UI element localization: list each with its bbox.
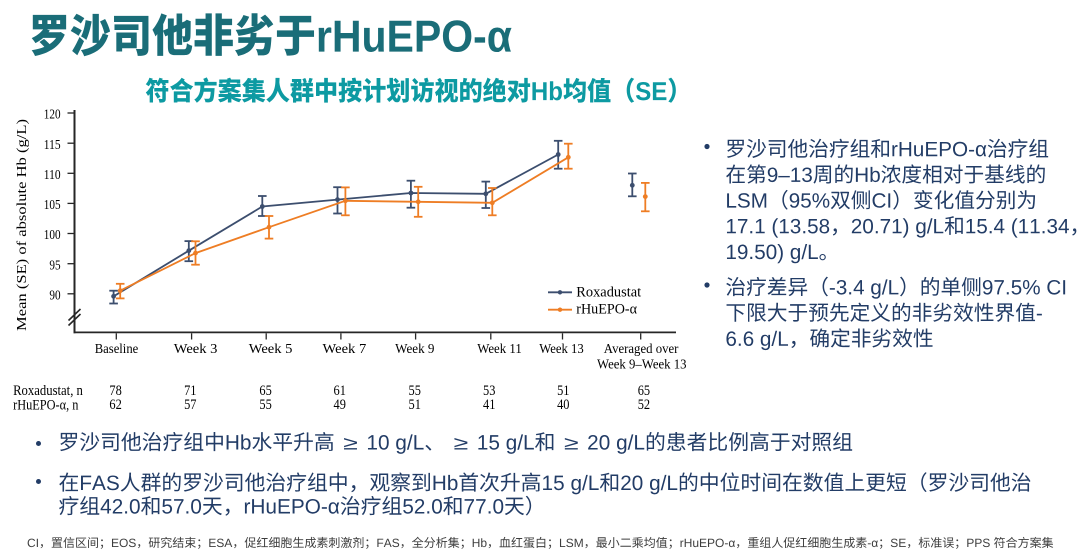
- svg-text:rHuEPO-α: rHuEPO-α: [576, 302, 637, 318]
- svg-text:100: 100: [44, 227, 61, 242]
- svg-text:55: 55: [409, 383, 421, 399]
- svg-text:105: 105: [44, 197, 61, 212]
- svg-text:Week 3: Week 3: [174, 341, 218, 356]
- svg-text:Week 7: Week 7: [323, 341, 367, 356]
- svg-text:71: 71: [184, 383, 196, 399]
- svg-text:78: 78: [109, 383, 121, 399]
- svg-text:Week 9: Week 9: [395, 341, 434, 356]
- svg-text:120: 120: [44, 107, 61, 122]
- svg-text:55: 55: [259, 397, 271, 413]
- svg-text:Week 13: Week 13: [539, 341, 584, 356]
- svg-text:51: 51: [409, 397, 421, 413]
- svg-text:95: 95: [49, 257, 60, 272]
- svg-text:115: 115: [44, 137, 61, 152]
- svg-text:52: 52: [638, 397, 650, 413]
- svg-text:53: 53: [483, 383, 495, 399]
- svg-text:Roxadustat: Roxadustat: [576, 285, 642, 301]
- svg-text:57: 57: [184, 397, 196, 413]
- svg-text:41: 41: [483, 397, 495, 413]
- svg-text:Baseline: Baseline: [95, 341, 139, 356]
- svg-text:61: 61: [334, 383, 346, 399]
- svg-text:62: 62: [109, 397, 121, 413]
- svg-text:110: 110: [44, 167, 61, 182]
- svg-text:65: 65: [259, 383, 271, 399]
- svg-text:49: 49: [334, 397, 346, 413]
- svg-text:40: 40: [557, 397, 569, 413]
- svg-text:51: 51: [557, 383, 569, 399]
- svg-text:65: 65: [638, 383, 650, 399]
- svg-text:rHuEPO-α, n: rHuEPO-α, n: [13, 397, 79, 413]
- svg-text:Roxadustat, n: Roxadustat, n: [13, 383, 83, 399]
- svg-text:Week 11: Week 11: [477, 341, 522, 356]
- svg-text:Averaged over: Averaged over: [604, 341, 679, 356]
- svg-text:Mean (SE) of absolute Hb (g/L): Mean (SE) of absolute Hb (g/L): [15, 119, 30, 331]
- svg-text:Week 9–Week 13: Week 9–Week 13: [597, 357, 687, 372]
- svg-text:Week 5: Week 5: [249, 341, 293, 356]
- svg-text:90: 90: [49, 288, 60, 303]
